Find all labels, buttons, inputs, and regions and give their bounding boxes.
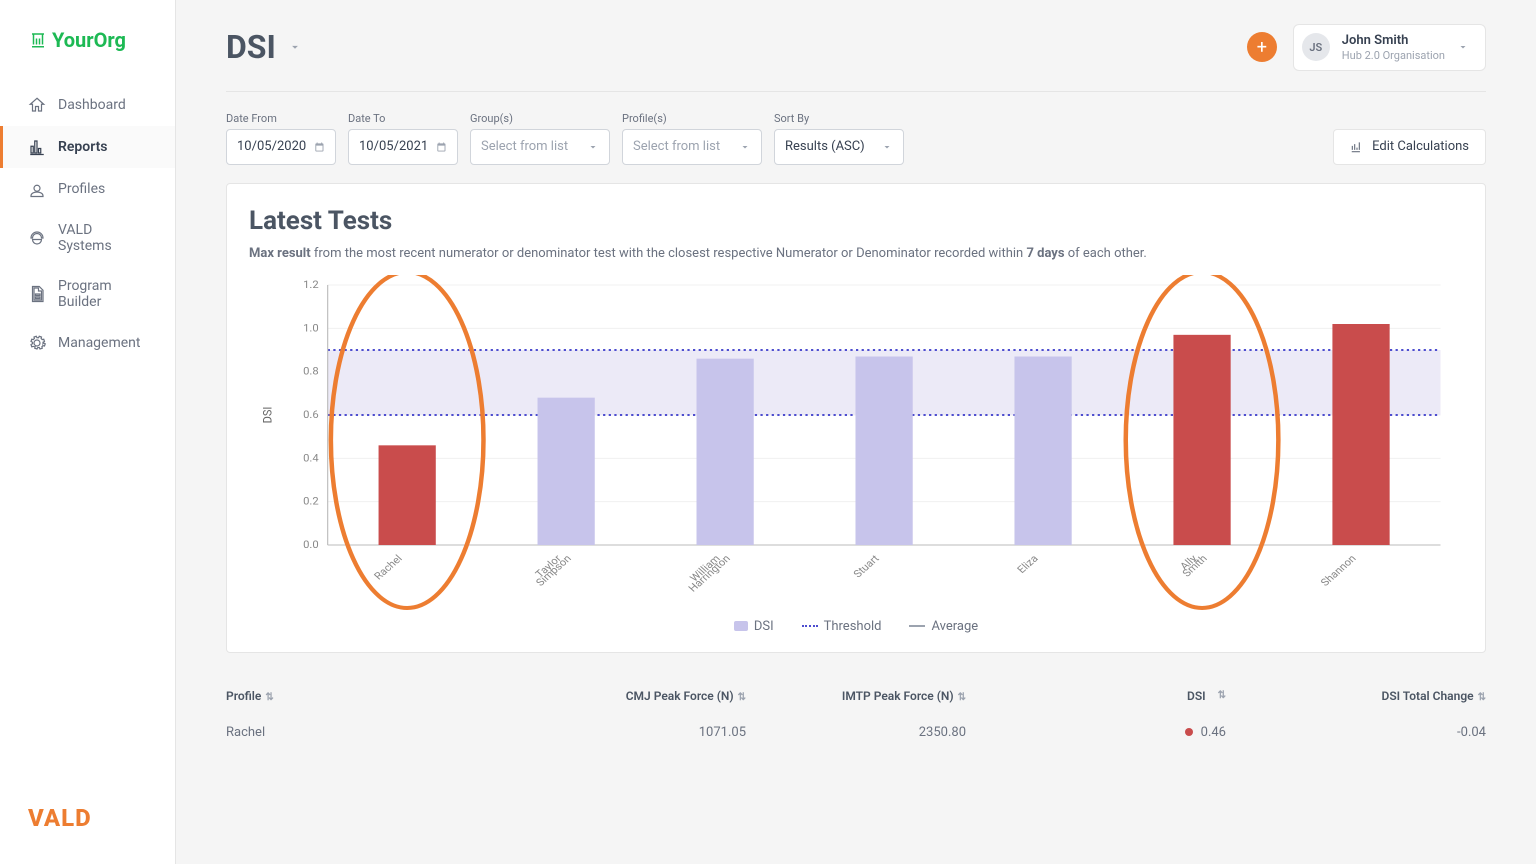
sidebar-item-profiles[interactable]: Profiles	[0, 168, 175, 210]
legend: DSI Threshold Average	[227, 619, 1485, 634]
doc-icon	[28, 285, 46, 303]
svg-text:Shannon: Shannon	[1318, 552, 1359, 588]
table-row[interactable]: Rachel1071.052350.800.46-0.04	[176, 713, 1536, 752]
nav: DashboardReportsProfilesVALD SystemsProg…	[0, 76, 175, 804]
logo-text: YourOrg	[52, 28, 126, 52]
chevron-down-icon	[1457, 41, 1469, 53]
chevron-down-icon	[881, 141, 893, 153]
avatar: JS	[1302, 33, 1330, 61]
sidebar-item-program-builder[interactable]: Program Builder	[0, 266, 175, 322]
svg-text:1.0: 1.0	[303, 322, 319, 334]
chart-icon	[1350, 140, 1364, 154]
sort-icon: ⇅	[265, 692, 273, 703]
vald-icon	[28, 229, 46, 247]
groups-select[interactable]: Select from list	[470, 129, 610, 165]
sidebar-item-dashboard[interactable]: Dashboard	[0, 84, 175, 126]
calendar-icon	[436, 140, 447, 154]
chevron-down-icon	[288, 40, 302, 54]
column-header[interactable]: IMTP Peak Force (N)⇅	[746, 689, 966, 703]
svg-text:0.6: 0.6	[303, 408, 319, 420]
chevron-down-icon	[739, 141, 751, 153]
users-icon	[28, 180, 46, 198]
column-header[interactable]: DSI Total Change⇅	[1226, 689, 1486, 703]
user-menu[interactable]: JS John Smith Hub 2.0 Organisation	[1293, 24, 1486, 71]
header: DSI + JS John Smith Hub 2.0 Organisation	[226, 0, 1486, 92]
chart: 0.00.20.40.60.81.01.2DSIRachelTaylorSimp…	[227, 275, 1485, 615]
add-button[interactable]: +	[1247, 32, 1277, 62]
filters: Date From 10/05/2020 Date To 10/05/2021 …	[176, 92, 1536, 183]
home-icon	[28, 96, 46, 114]
sort-icon: ⇅	[1478, 692, 1486, 703]
user-org: Hub 2.0 Organisation	[1342, 49, 1445, 62]
edit-calculations-button[interactable]: Edit Calculations	[1333, 129, 1486, 165]
sort-icon: ⇅	[738, 692, 746, 703]
svg-text:1.2: 1.2	[303, 278, 319, 290]
sort-icon: ⇅	[958, 692, 966, 703]
sidebar-item-reports[interactable]: Reports	[0, 126, 175, 168]
date-to-input[interactable]: 10/05/2021	[348, 129, 458, 165]
gear-icon	[28, 334, 46, 352]
latest-tests-card: Latest Tests Max result from the most re…	[226, 183, 1486, 653]
profiles-label: Profile(s)	[622, 112, 762, 125]
page-title-dropdown[interactable]: DSI	[226, 28, 302, 66]
date-to-label: Date To	[348, 112, 458, 125]
svg-text:Rachel: Rachel	[371, 552, 405, 582]
calendar-icon	[314, 140, 325, 154]
sidebar: YourOrg DashboardReportsProfilesVALD Sys…	[0, 0, 176, 864]
page-title: DSI	[226, 28, 276, 66]
svg-text:DSI: DSI	[260, 406, 275, 423]
status-dot	[1185, 728, 1193, 736]
date-from-input[interactable]: 10/05/2020	[226, 129, 336, 165]
svg-text:0.0: 0.0	[303, 538, 319, 550]
footer-logo: VALD	[0, 804, 175, 864]
sort-by-label: Sort By	[774, 112, 904, 125]
svg-text:0.2: 0.2	[303, 495, 319, 507]
table-header: Profile⇅CMJ Peak Force (N)⇅IMTP Peak For…	[176, 673, 1536, 713]
profiles-select[interactable]: Select from list	[622, 129, 762, 165]
main: DSI + JS John Smith Hub 2.0 Organisation…	[176, 0, 1536, 864]
sort-icon: ⇅	[1218, 690, 1226, 701]
chevron-down-icon	[587, 141, 599, 153]
card-title: Latest Tests	[227, 206, 1485, 236]
sort-by-select[interactable]: Results (ASC)	[774, 129, 904, 165]
user-name: John Smith	[1342, 33, 1445, 49]
sidebar-item-management[interactable]: Management	[0, 322, 175, 364]
org-logo-icon	[28, 31, 48, 49]
svg-text:0.4: 0.4	[303, 452, 319, 464]
table-body: Rachel1071.052350.800.46-0.04	[176, 713, 1536, 752]
svg-text:0.8: 0.8	[303, 365, 319, 377]
sidebar-item-vald-systems[interactable]: VALD Systems	[0, 210, 175, 266]
date-from-label: Date From	[226, 112, 336, 125]
legend-item: Average	[909, 619, 978, 634]
svg-text:Eliza: Eliza	[1014, 552, 1041, 576]
column-header[interactable]: DSI⇅	[966, 689, 1226, 703]
column-header[interactable]: CMJ Peak Force (N)⇅	[526, 689, 746, 703]
column-header[interactable]: Profile⇅	[226, 689, 526, 703]
logo: YourOrg	[0, 0, 175, 76]
chart-icon	[28, 138, 46, 156]
card-subtitle: Max result from the most recent numerato…	[227, 246, 1485, 275]
legend-item: Threshold	[802, 619, 882, 634]
svg-text:Stuart: Stuart	[851, 552, 883, 580]
groups-label: Group(s)	[470, 112, 610, 125]
legend-item: DSI	[734, 619, 774, 634]
